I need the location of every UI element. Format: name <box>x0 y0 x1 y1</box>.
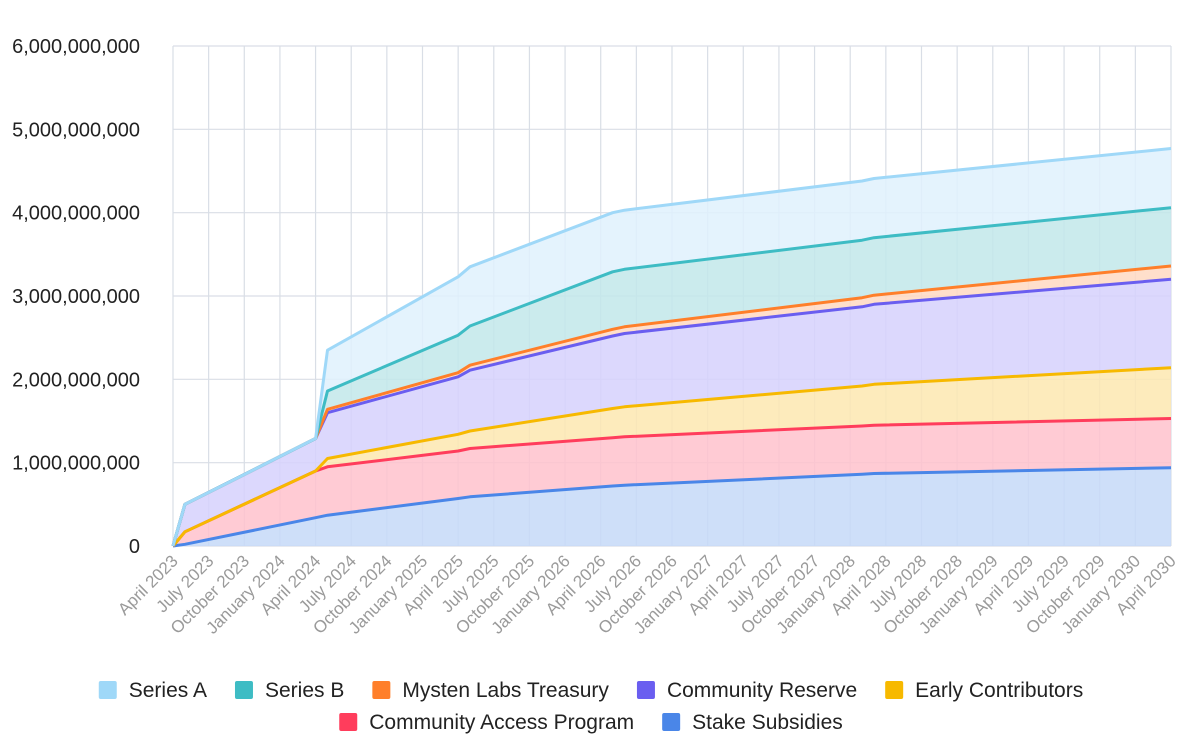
legend: Series A Series B Mysten Labs Treasury Comm… <box>98 679 1083 734</box>
legend-label-mysten-labs-treasury: Mysten Labs Treasury <box>402 679 609 702</box>
legend-label-community-reserve: Community Reserve <box>667 679 857 702</box>
legend-swatch-community-access-program <box>339 713 358 731</box>
y-tick-label-0: 0 <box>129 536 140 558</box>
line-series-a <box>171 147 1172 547</box>
y-tick-label-5: 5,000,000,000 <box>12 119 140 141</box>
legend-swatch-stake-subsidies <box>662 713 681 731</box>
area-series-a <box>173 148 1171 546</box>
legend-swatch-mysten-labs-treasury <box>372 681 391 699</box>
legend-label-early-contributors: Early Contributors <box>915 679 1083 702</box>
y-tick-label-3: 3,000,000,000 <box>12 286 140 308</box>
legend-swatch-series-a <box>98 681 117 699</box>
y-tick-label-1: 1,000,000,000 <box>12 453 140 475</box>
area-series-b <box>173 207 1171 546</box>
area-stake-subsidies <box>173 467 1171 546</box>
line-early-contributors <box>171 366 1172 547</box>
legend-label-community-access-program: Community Access Program <box>369 711 634 734</box>
legend-swatch-series-b <box>234 681 253 699</box>
legend-swatch-early-contributors <box>885 681 904 699</box>
area-community-reserve <box>173 279 1171 546</box>
area-early-contributors <box>173 367 1171 546</box>
line-layer <box>171 147 1172 548</box>
y-tick-label-6: 6,000,000,000 <box>12 36 140 58</box>
legend-label-stake-subsidies: Stake Subsidies <box>692 711 843 734</box>
line-stake-subsidies <box>172 466 1172 548</box>
area-layer <box>173 148 1171 546</box>
legend-label-series-b: Series B <box>265 679 344 702</box>
legend-swatch-community-reserve <box>636 681 655 699</box>
legend-label-series-a: Series A <box>129 679 207 702</box>
y-tick-label-4: 4,000,000,000 <box>12 203 140 225</box>
y-tick-label-2: 2,000,000,000 <box>12 369 140 391</box>
